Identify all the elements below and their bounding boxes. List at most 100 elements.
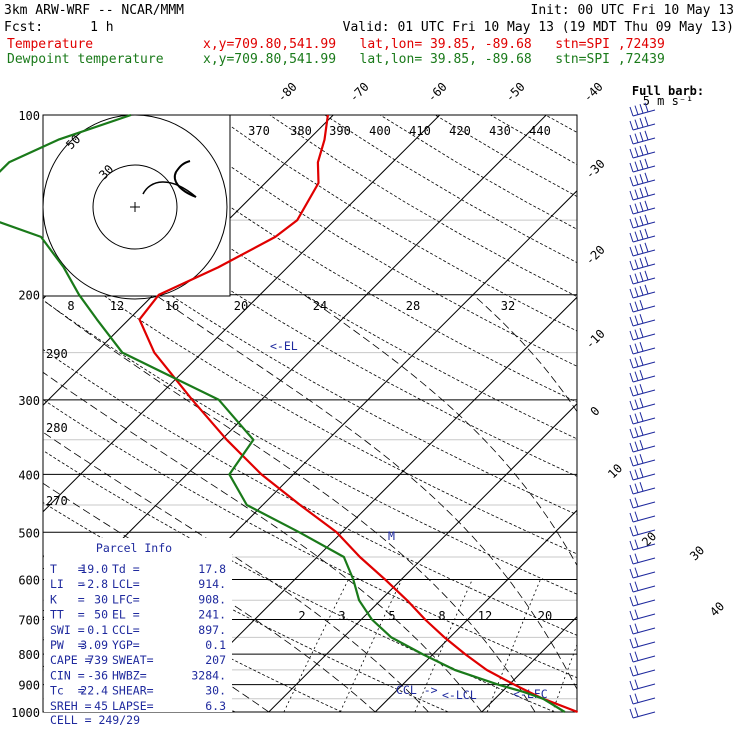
theta-label: 270 (46, 494, 68, 508)
dewpoint-legend: Dewpoint temperature (7, 52, 164, 67)
dewpoint-location: x,y=709.80,541.99 lat,lon= 39.85, -89.68… (203, 52, 665, 67)
wind-barb (629, 637, 656, 649)
pressure-label: 400 (18, 468, 40, 482)
plot-frame (42, 114, 578, 713)
wind-barb (629, 328, 656, 341)
mixing-ratio-line (552, 643, 577, 712)
wind-barb (629, 651, 656, 663)
parcel-label: SHEAR= (112, 684, 154, 698)
el-marker: <-EL (270, 339, 298, 353)
parcel-info-box: Parcel Info T =19.0 Td = 17.8 LI =-2.8 LCL= 91… (44, 538, 232, 727)
isotherm-line (43, 115, 334, 406)
temperature-location: x,y=709.80,541.99 lat,lon= 39.85, -89.68… (203, 37, 665, 52)
mixing-ratio-line (639, 580, 683, 712)
wind-barb (629, 284, 656, 299)
temperature-legend: Temperature (7, 37, 93, 52)
mixing-ratio-label: 5 (388, 609, 395, 623)
parcel-value: 45 (94, 699, 108, 713)
theta-label: 440 (529, 124, 551, 138)
isotherm-line (481, 616, 577, 712)
parcel-label: LAPSE= (112, 699, 154, 713)
wind-barb (629, 214, 656, 229)
theta-label: 430 (489, 124, 511, 138)
isotherm-label: -40 (581, 80, 606, 105)
wind-barb (629, 581, 656, 593)
isotherm-label: 0 (588, 404, 603, 419)
wind-barb (629, 468, 656, 481)
parcel-value: -2.8 (80, 577, 108, 591)
theta-label: 280 (46, 421, 68, 435)
wind-barb (629, 256, 656, 271)
isotherm-label: -30 (583, 157, 608, 182)
isotherm-label: 30 (687, 543, 707, 563)
isotherm-label: -10 (583, 327, 608, 352)
dry-adiabat (43, 203, 577, 516)
parcel-value: 50 (94, 608, 108, 622)
isotherm-label: -80 (275, 80, 300, 105)
wind-barb (629, 525, 656, 537)
dry-adiabat (159, 115, 577, 367)
parcel-label: YGP= (112, 638, 140, 652)
mixing-ratio-label: 12 (478, 609, 492, 623)
pressure-label: 100 (18, 109, 40, 123)
dry-adiabat (324, 115, 577, 264)
mixing-ratio-label: 2 (298, 609, 305, 623)
parcel-value: 0.1 (87, 623, 108, 637)
hodograph-speed-label: 8 (67, 299, 74, 313)
parcel-info-title: Parcel Info (96, 541, 172, 555)
hodograph-speed-label: 20 (234, 299, 248, 313)
theta-label: 290 (46, 347, 68, 361)
theta-label: 390 (329, 124, 351, 138)
isotherm-label: -70 (347, 80, 372, 105)
moist-adiabat (43, 299, 536, 712)
wind-barb (629, 454, 656, 467)
moist-adiabat (472, 294, 577, 413)
dry-adiabat (43, 348, 577, 636)
parcel-label: TT = (50, 608, 85, 622)
wind-barb (629, 412, 656, 425)
wind-barb (629, 370, 656, 383)
pressure-label: 700 (18, 614, 40, 628)
parcel-label: EL = (112, 608, 140, 622)
parcel-label: Tc = (50, 684, 85, 698)
wind-barb (629, 242, 656, 257)
isotherm-line (161, 296, 577, 712)
wind-barb (629, 398, 656, 411)
theta-label: 410 (409, 124, 431, 138)
parcel-cell: CELL = 249/29 (50, 713, 140, 727)
wind-barb (629, 116, 656, 131)
init-time: Init: 00 UTC Fri 10 May 13 (531, 3, 735, 18)
wind-barb (629, 482, 656, 495)
hodograph-speed-label: 24 (313, 299, 327, 313)
wind-barb (629, 623, 656, 635)
pressure-label: 900 (18, 679, 40, 693)
moist-adiabat (43, 431, 429, 712)
wind-barb (629, 130, 656, 145)
isotherm-label: 10 (605, 461, 625, 481)
wind-barb (629, 426, 656, 439)
parcel-value: 22.4 (80, 684, 108, 698)
parcel-value: 30. (205, 684, 226, 698)
dry-adiabat (43, 501, 449, 712)
parcel-value: 3.09 (80, 638, 108, 652)
isotherm-label: -50 (503, 80, 528, 105)
parcel-label: LFC= (112, 592, 140, 606)
lcl-marker: <-LCL (442, 688, 477, 702)
moist-adiabat (154, 294, 577, 691)
parcel-label: SREH = (50, 699, 92, 713)
hodograph-ring (42, 114, 228, 300)
barb-legend-title: Full barb: (632, 84, 704, 98)
parcel-label: LCL= (112, 577, 140, 591)
wind-barb (629, 314, 656, 327)
isotherm-line (695, 115, 740, 712)
model-title: 3km ARW-WRF -- NCAR/MMM (4, 3, 184, 18)
dry-adiabat (656, 115, 740, 712)
wind-barb (629, 300, 656, 313)
parcel-value: 897. (198, 623, 226, 637)
parcel-label: LI = (50, 577, 85, 591)
moist-adiabat (43, 371, 483, 712)
hodograph-speed-label: 12 (110, 299, 124, 313)
wind-barb (629, 342, 656, 355)
